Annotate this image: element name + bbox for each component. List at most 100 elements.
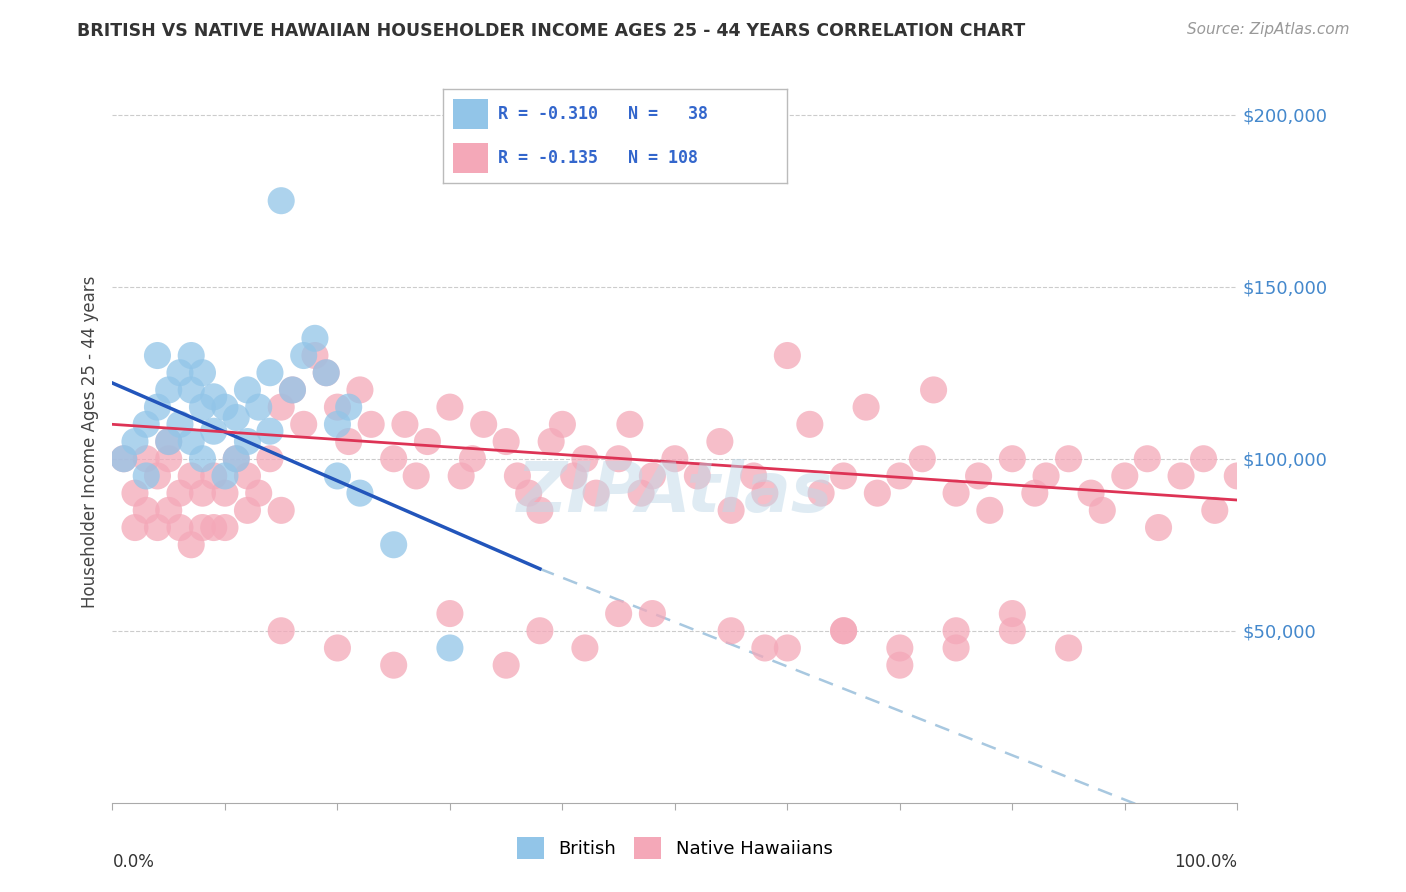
Point [281, 383, 304, 397]
Point [1024, 486, 1046, 500]
Text: 100.0%: 100.0% [1174, 854, 1237, 871]
Point [337, 400, 360, 414]
Point [304, 349, 326, 363]
Point [315, 366, 337, 380]
Point [517, 486, 540, 500]
Point [191, 520, 214, 534]
Point [495, 658, 517, 673]
Point [202, 424, 225, 438]
Point [337, 434, 360, 449]
Point [382, 451, 405, 466]
Point [1114, 469, 1136, 483]
Point [529, 503, 551, 517]
Point [259, 424, 281, 438]
Point [439, 400, 461, 414]
Point [945, 486, 967, 500]
Text: 0.0%: 0.0% [112, 854, 155, 871]
Point [1001, 451, 1024, 466]
Point [709, 434, 731, 449]
Point [169, 366, 191, 380]
Point [551, 417, 574, 432]
Point [112, 451, 135, 466]
Point [157, 383, 180, 397]
Point [1001, 607, 1024, 621]
Point [360, 417, 382, 432]
Point [180, 349, 202, 363]
Point [607, 451, 630, 466]
Point [382, 658, 405, 673]
Point [326, 640, 349, 655]
Point [270, 194, 292, 208]
Point [326, 469, 349, 483]
Point [202, 469, 225, 483]
Point [641, 607, 664, 621]
Point [214, 486, 236, 500]
Point [180, 434, 202, 449]
Point [202, 520, 225, 534]
Point [720, 503, 742, 517]
Point [214, 520, 236, 534]
Point [832, 469, 855, 483]
Point [472, 417, 495, 432]
Point [349, 486, 371, 500]
Point [236, 503, 259, 517]
Point [112, 451, 135, 466]
Point [169, 486, 191, 500]
Point [157, 503, 180, 517]
Text: R = -0.310   N =   38: R = -0.310 N = 38 [498, 105, 709, 123]
Point [619, 417, 641, 432]
Point [1001, 624, 1024, 638]
Point [292, 349, 315, 363]
Point [191, 400, 214, 414]
Point [146, 469, 169, 483]
Point [911, 451, 934, 466]
Point [191, 486, 214, 500]
Point [304, 331, 326, 345]
Point [1226, 469, 1249, 483]
Point [585, 486, 607, 500]
Point [562, 469, 585, 483]
Point [247, 486, 270, 500]
Point [191, 366, 214, 380]
Point [889, 640, 911, 655]
Point [405, 469, 427, 483]
Point [461, 451, 484, 466]
Point [1091, 503, 1114, 517]
Y-axis label: Householder Income Ages 25 - 44 years: Householder Income Ages 25 - 44 years [80, 276, 98, 607]
Point [889, 469, 911, 483]
Point [259, 451, 281, 466]
Point [574, 451, 596, 466]
Point [270, 503, 292, 517]
Text: ZIPAtlas: ZIPAtlas [517, 458, 832, 525]
Point [1080, 486, 1102, 500]
Point [236, 469, 259, 483]
Point [135, 451, 157, 466]
Text: R = -0.135   N = 108: R = -0.135 N = 108 [498, 149, 697, 167]
Point [225, 451, 247, 466]
Point [742, 469, 765, 483]
Point [574, 640, 596, 655]
Point [1147, 520, 1170, 534]
Point [754, 486, 776, 500]
Point [1057, 451, 1080, 466]
Point [146, 400, 169, 414]
Point [1170, 469, 1192, 483]
Point [810, 486, 832, 500]
Point [1204, 503, 1226, 517]
Point [1136, 451, 1159, 466]
Point [135, 503, 157, 517]
Point [225, 410, 247, 425]
Point [259, 366, 281, 380]
Point [967, 469, 990, 483]
Point [191, 451, 214, 466]
Point [979, 503, 1001, 517]
Point [135, 469, 157, 483]
Point [157, 451, 180, 466]
Point [292, 417, 315, 432]
Point [146, 520, 169, 534]
Point [270, 624, 292, 638]
Point [236, 434, 259, 449]
Point [945, 624, 967, 638]
Point [1192, 451, 1215, 466]
Bar [453, 98, 488, 129]
